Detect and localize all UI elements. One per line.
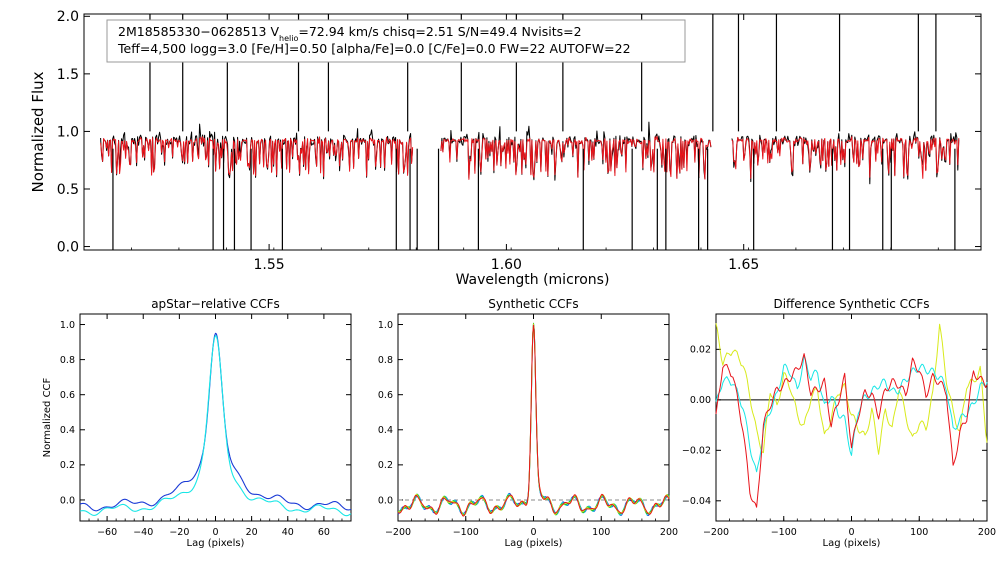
ccf-series-visit-2 xyxy=(79,335,352,517)
y-tick-label: 0.6 xyxy=(378,390,393,401)
x-tick-label: 1.65 xyxy=(728,257,759,273)
model-spectrum-chip xyxy=(440,135,712,180)
x-tick-label: −20 xyxy=(169,527,189,538)
x-tick-label: 60 xyxy=(318,527,330,538)
x-tick-label: 100 xyxy=(592,527,610,538)
axes-frame xyxy=(83,13,982,251)
panel-title: Difference Synthetic CCFs xyxy=(773,297,929,311)
panel-title: Synthetic CCFs xyxy=(488,297,578,311)
y-tick-label: 0.6 xyxy=(60,390,75,401)
y-tick-label: 0.2 xyxy=(378,460,393,471)
difference-ccf-yellow xyxy=(715,323,988,455)
x-tick-label: −100 xyxy=(453,527,479,538)
difference-ccf-red xyxy=(715,353,988,508)
x-tick-label: 100 xyxy=(910,527,928,538)
x-tick-label: 0 xyxy=(848,527,854,538)
x-tick-label: 200 xyxy=(978,527,996,538)
x-tick-label: 0 xyxy=(530,527,536,538)
apstar-ccf-panel: −60 −40 −20 0 20 40 60 0.0 0.2 0.4 0.6 0.8 1.0 apStar… xyxy=(42,297,352,549)
y-tick-label: −0.04 xyxy=(682,496,711,507)
x-axis-label: Wavelength (microns) xyxy=(456,272,610,288)
y-tick-label: −0.02 xyxy=(682,446,711,457)
x-axis-label: Lag (pixels) xyxy=(187,538,245,549)
x-tick-label: −200 xyxy=(385,527,411,538)
y-tick-label: 2.0 xyxy=(57,9,79,25)
x-tick-label: 0 xyxy=(212,527,218,538)
synthetic-ccf-red xyxy=(397,324,670,517)
y-axis-label: Normalized CCF xyxy=(42,377,53,457)
y-tick-label: 0.4 xyxy=(378,425,393,436)
y-tick-label: 0.0 xyxy=(60,495,75,506)
x-tick-label: −40 xyxy=(133,527,153,538)
y-tick-label: 0.0 xyxy=(57,239,79,255)
y-tick-label: 0.00 xyxy=(690,395,711,406)
y-tick-label: 1.5 xyxy=(57,67,79,83)
info-line-1: 2M18585330−0628513 Vhelio=72.94 km/s chi… xyxy=(118,24,582,43)
y-tick-label: 0.8 xyxy=(60,355,75,366)
x-axis-label: Lag (pixels) xyxy=(823,538,881,549)
x-tick-label: 1.55 xyxy=(254,257,285,273)
y-tick-label: 0.02 xyxy=(690,345,711,356)
info-object-id: 2M18585330−0628513 V xyxy=(118,24,279,39)
x-tick-label: −60 xyxy=(97,527,117,538)
info-vhelio-subscript: helio xyxy=(279,34,298,43)
y-tick-label: 0.4 xyxy=(60,425,75,436)
synthetic-ccf-panel: −200 −100 0 100 200 0.0 0.2 0.4 0.6 0.8 1.0 Synthet… xyxy=(378,297,678,549)
y-tick-label: 1.0 xyxy=(60,320,75,331)
y-tick-label: 0.2 xyxy=(60,460,75,471)
y-tick-label: 1.0 xyxy=(378,320,393,331)
panel-title: apStar−relative CCFs xyxy=(151,297,280,311)
x-tick-label: 1.60 xyxy=(491,257,522,273)
y-tick-label: 0.5 xyxy=(57,182,79,198)
model-spectrum-chip xyxy=(731,136,960,179)
info-line-2: Teff=4,500 logg=3.0 [Fe/H]=0.50 [alpha/F… xyxy=(117,41,631,56)
x-tick-label: 200 xyxy=(660,527,678,538)
x-axis-label: Lag (pixels) xyxy=(505,538,563,549)
y-tick-label: 1.0 xyxy=(57,124,79,140)
x-tick-label: −100 xyxy=(771,527,797,538)
y-tick-label: 0.0 xyxy=(378,495,393,506)
info-vhelio-stats: =72.94 km/s chisq=2.51 S/N=49.4 Nvisits=… xyxy=(298,24,581,39)
info-box-frame xyxy=(106,19,686,63)
model-spectrum-chip xyxy=(100,136,414,177)
ccf-series-visit-1 xyxy=(79,332,352,512)
x-tick-label: 20 xyxy=(246,527,258,538)
y-tick-label: 0.8 xyxy=(378,355,393,366)
x-tick-label: −200 xyxy=(703,527,729,538)
difference-ccf-panel: −200 −100 0 100 200 −0.04 −0.02 0.00 0.02 Differe… xyxy=(682,297,996,549)
info-box: 2M18585330−0628513 Vhelio=72.94 km/s chi… xyxy=(106,19,686,63)
x-tick-label: 40 xyxy=(282,527,294,538)
y-axis-label: Normalized Flux xyxy=(29,71,47,192)
